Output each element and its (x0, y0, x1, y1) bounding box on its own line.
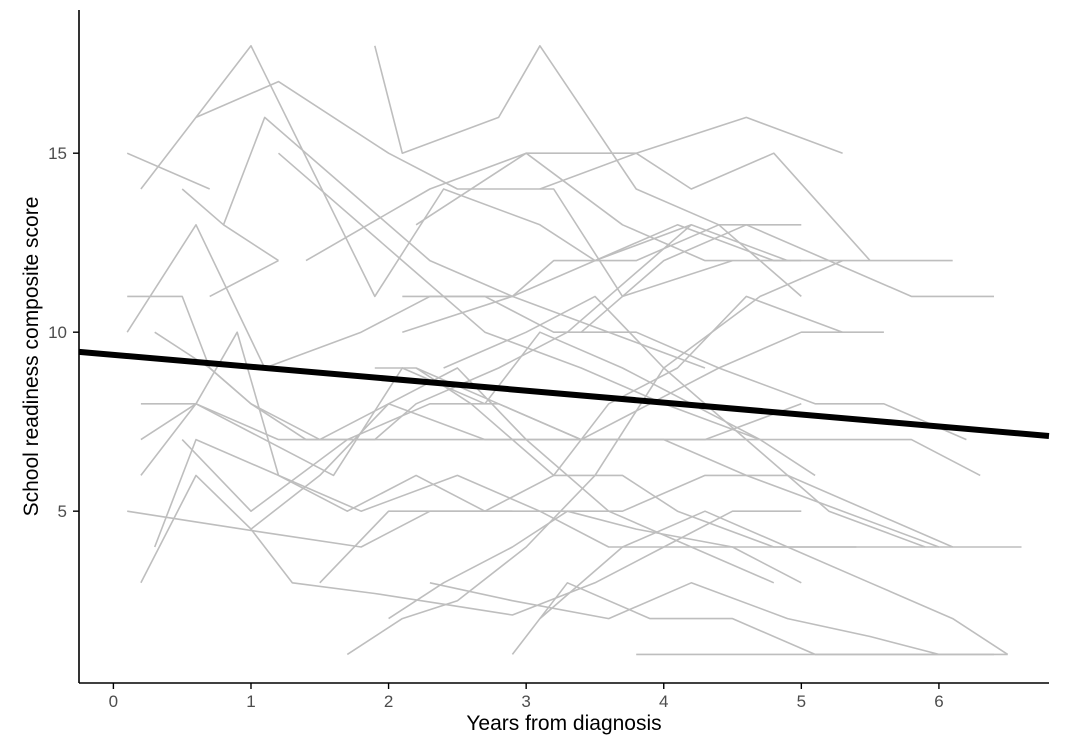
x-tick-label: 0 (109, 692, 118, 711)
trajectory-line-5 (195, 80, 733, 298)
y-tick-label: 5 (58, 502, 67, 521)
trajectory-line-32 (511, 581, 994, 656)
trajectory-line-1 (140, 44, 692, 298)
trajectory-line-11 (539, 116, 843, 190)
trajectory-line-2 (126, 152, 211, 190)
trajectory-line-23 (250, 367, 775, 584)
trajectory-line-10 (415, 152, 871, 262)
trajectory-line-4 (209, 259, 279, 298)
trajectory-line-9 (305, 152, 802, 262)
overall-trend (78, 348, 1050, 439)
x-axis-title: Years from diagnosis (466, 712, 661, 735)
trajectory-line-7 (277, 152, 761, 441)
trajectory-line-34 (580, 224, 994, 333)
y-axis-title: School readiness composite score (20, 197, 43, 517)
x-tick-label: 6 (934, 692, 943, 711)
trajectory-line-25 (374, 367, 857, 548)
x-tick-label: 2 (384, 692, 393, 711)
axes: 0 1 2 3 4 5 6 5 10 15 (48, 10, 1049, 711)
trajectory-line-33 (539, 510, 1009, 656)
x-tick-label: 5 (797, 692, 806, 711)
trajectory-line-27 (346, 259, 843, 656)
y-tick-label: 15 (48, 144, 67, 163)
trajectory-line-14 (140, 295, 843, 513)
individual-trajectories (126, 44, 1022, 656)
trajectory-line-13 (127, 224, 788, 441)
trend-line (78, 348, 1050, 439)
x-tick-label: 4 (659, 692, 668, 711)
trajectory-line-20 (140, 474, 802, 616)
trajectory-line-30 (443, 295, 926, 548)
trajectory-line-24 (319, 474, 954, 584)
trajectory-line-17 (140, 402, 981, 477)
trajectory-line-26 (388, 510, 802, 620)
y-tick-label: 10 (48, 323, 67, 342)
trajectory-line-29 (402, 295, 967, 441)
x-tick-label: 3 (521, 692, 530, 711)
x-tick-label: 1 (246, 692, 255, 711)
trajectory-line-31 (429, 581, 940, 656)
trajectory-line-19 (127, 510, 513, 548)
